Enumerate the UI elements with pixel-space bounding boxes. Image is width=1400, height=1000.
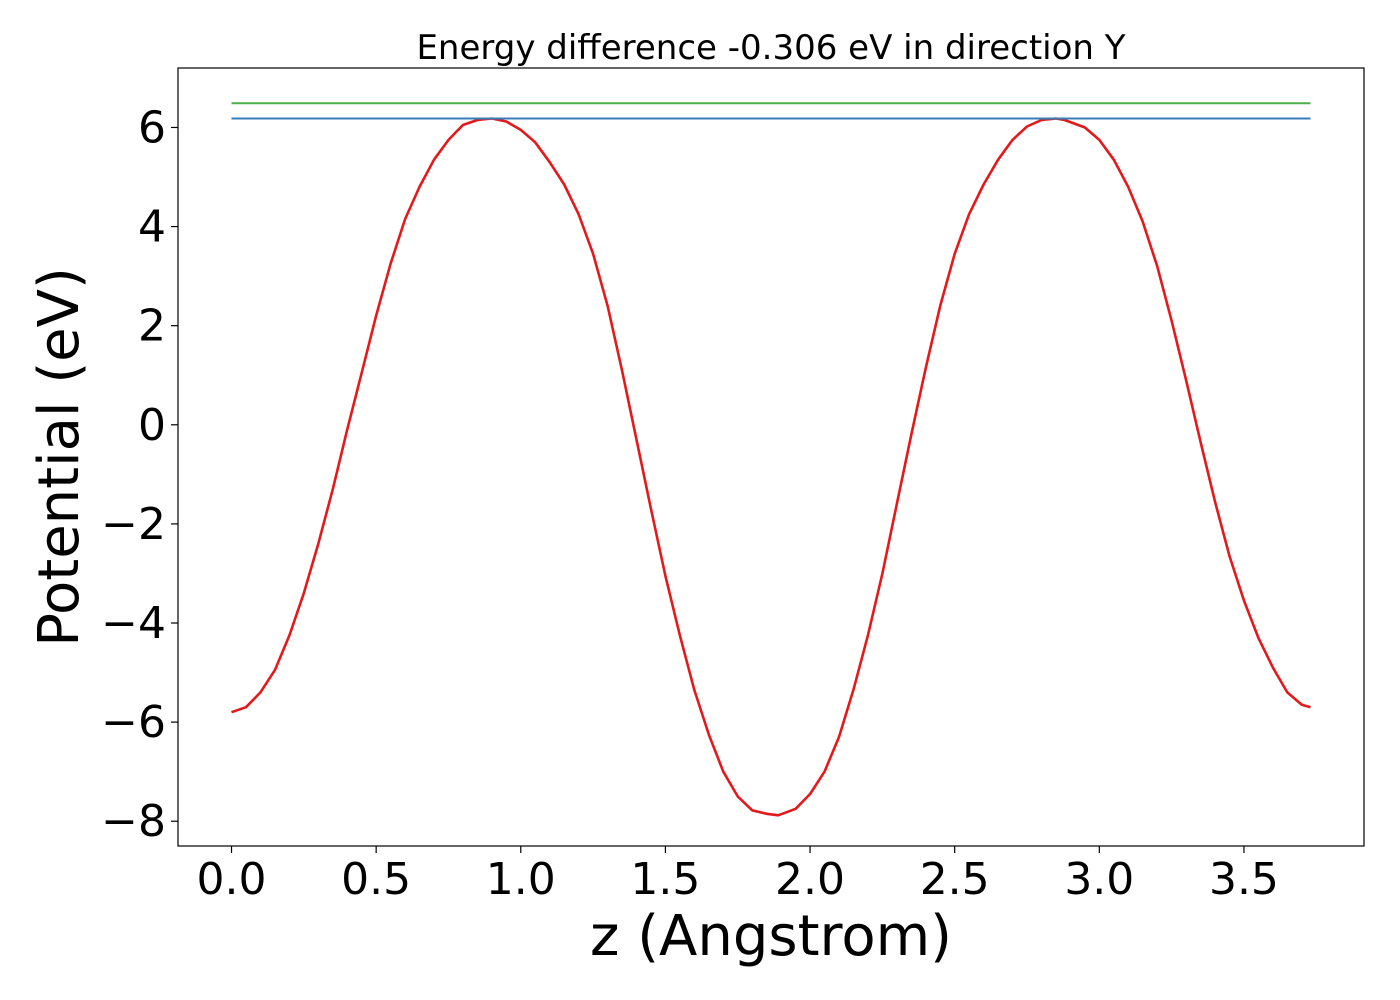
y-tick-label: −4 [101, 598, 166, 649]
y-tick-label: −2 [101, 499, 166, 550]
y-axis-ticks: −8 −6 −4 −2 0 2 4 6 [101, 102, 178, 847]
plot-frame [177, 67, 1365, 847]
x-axis-label: z (Angstrom) [590, 904, 952, 969]
y-tick-label: 0 [138, 400, 166, 451]
x-axis-ticks: 0.0 0.5 1.0 1.5 2.0 2.5 3.0 3.5 [197, 846, 1279, 905]
y-tick-label: −8 [101, 796, 166, 847]
y-tick-label: 2 [138, 301, 166, 352]
x-tick-label: 3.0 [1064, 854, 1134, 905]
x-tick-label: 2.5 [920, 854, 990, 905]
y-tick-label: 6 [138, 102, 166, 153]
y-tick-label: 4 [138, 202, 166, 253]
x-tick-label: 1.0 [486, 854, 556, 905]
series-layer [231, 102, 1311, 817]
x-tick-label: 0.5 [341, 854, 411, 905]
x-tick-label: 1.5 [630, 854, 700, 905]
x-tick-label: 2.0 [775, 854, 845, 905]
x-tick-label: 3.5 [1209, 854, 1279, 905]
y-tick-label: −6 [101, 697, 166, 748]
y-axis-label: Potential (eV) [27, 267, 92, 647]
series-line-0 [231, 117, 1311, 817]
chart-title: Energy difference -0.306 eV in direction… [416, 28, 1125, 68]
x-tick-label: 0.0 [197, 854, 267, 905]
